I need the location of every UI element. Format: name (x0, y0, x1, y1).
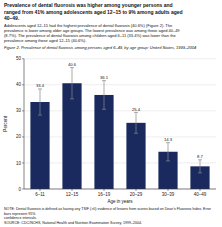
marks (30, 68, 209, 189)
title-line: ranged from 41% among adolescents aged 1… (4, 9, 183, 15)
grid-line (24, 162, 216, 163)
grid-line (24, 110, 216, 111)
x-axis (24, 189, 216, 190)
data-label: 8.7 (197, 154, 203, 159)
note: NOTE: Dental fluorosis is defined as hav… (4, 207, 212, 220)
note-line: bars represent 95% (4, 212, 36, 216)
grid-line (24, 189, 216, 190)
error-bar (102, 81, 106, 110)
x-tick-label: 30–39 (162, 192, 175, 197)
grid-line (24, 58, 216, 59)
y-tick-label: 0 (18, 187, 21, 192)
data-label: 40.6 (68, 62, 77, 67)
title-line: Prevalence of dental fluorosis was highe… (4, 2, 173, 8)
x-tick-label: 6–11 (35, 192, 45, 197)
error-bar (166, 143, 170, 161)
data-label: 33.4 (36, 83, 45, 88)
x-axis-label: Age in years (107, 199, 133, 204)
x-tick-label: 20–29 (130, 192, 143, 197)
y-tick-label: 10 (16, 161, 22, 166)
note-line: SOURCE: CDC/NCHS, National Health and Nu… (4, 221, 142, 225)
error-bar (198, 160, 202, 173)
error-bar (134, 112, 138, 133)
y-axis (24, 59, 25, 189)
error-bar (38, 89, 42, 115)
x-tick-label: 40–49 (194, 192, 207, 197)
data-label: 36.1 (100, 75, 109, 80)
subtitle-line: prevalence among those aged 12–15 (40.6%… (4, 38, 86, 43)
data-label: 25.4 (132, 107, 141, 112)
y-tick-label: 20 (16, 134, 22, 139)
title: Prevalence of dental fluorosis was highe… (4, 2, 183, 21)
y-tick-label: 30 (16, 108, 22, 113)
note: SOURCE: CDC/NCHS, National Health and Nu… (4, 221, 142, 225)
y-axis-label: Percent (3, 115, 8, 131)
note-line: confidence intervals. (4, 216, 37, 220)
subtitle: Adolescents aged 12–15 had the highest p… (4, 23, 180, 43)
grid-line (24, 84, 216, 85)
x-tick-label: 16–19 (98, 192, 111, 197)
y-tick-label: 40 (16, 82, 22, 87)
chart: Prevalence of dental fluorosis was highe… (0, 0, 222, 227)
data-label: 14.3 (164, 137, 173, 142)
y-tick-label: 50 (16, 56, 22, 61)
error-bar (70, 68, 74, 99)
note-line: NOTE: Dental fluorosis is defined as hav… (4, 207, 212, 211)
grid-line (24, 136, 216, 137)
figure-label-line: Figure 2. Prevalence of dental fluorosis… (4, 45, 197, 50)
title-line: 40–49. (4, 15, 20, 21)
figure-label: Figure 2. Prevalence of dental fluorosis… (4, 45, 197, 50)
x-tick-label: 12–15 (66, 192, 79, 197)
